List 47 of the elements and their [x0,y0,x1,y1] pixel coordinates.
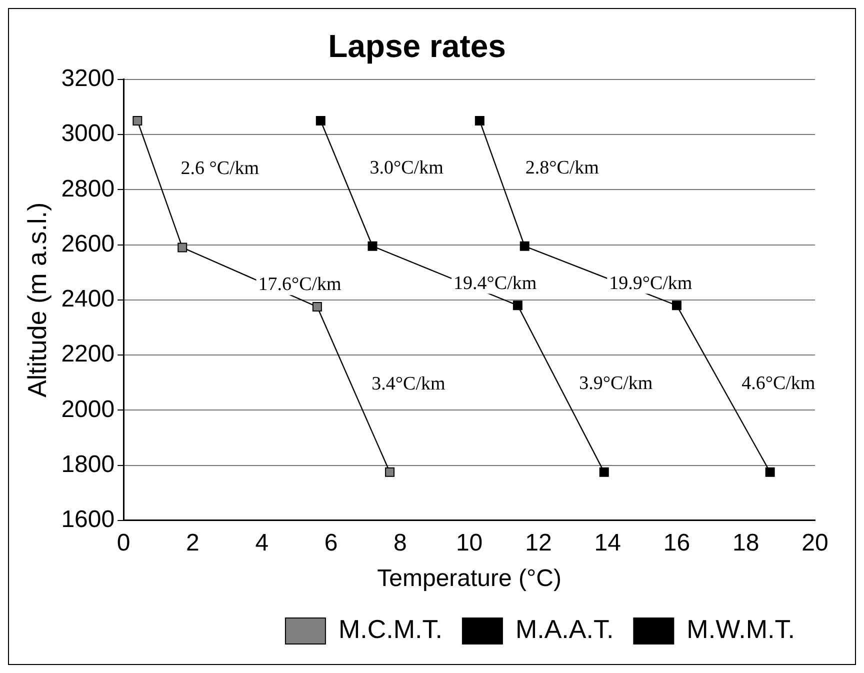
x-tick-label: 20 [802,529,828,556]
y-axis-title: Altitude (m a.s.l.) [22,202,52,398]
annotation: 3.0°C/km [370,157,444,178]
y-tick-label: 1600 [61,506,115,534]
x-tick-label: 18 [732,529,760,556]
point [312,302,322,312]
y-tick-label: 2400 [61,286,115,313]
point [316,116,326,126]
point [512,300,522,310]
legend-label: M.C.M.T. [338,614,442,644]
x-tick-label: 6 [324,529,338,556]
x-tick-label: 14 [594,529,621,556]
annotation: 4.6°C/km [742,372,816,394]
y-tick-label: 3200 [61,65,115,92]
legend-label: M.W.M.T. [686,614,796,644]
point [474,116,484,126]
y-tick-label: 3000 [61,120,115,148]
point [385,467,395,477]
x-tick-label: 4 [255,529,269,556]
point [599,467,609,477]
y-tick-label: 2600 [61,230,115,258]
annotation: 3.9°C/km [579,372,653,394]
x-axis-title: Temperature (°C) [377,565,562,592]
x-tick-label: 0 [116,529,130,556]
annotation: 17.6°C/km [258,274,342,296]
point [672,300,682,310]
y-tick-label: 1800 [61,450,115,478]
point [368,241,378,251]
x-tick-label: 10 [456,529,483,556]
x-tick-label: 8 [393,529,407,556]
chart-title: Lapse rates [328,28,506,64]
y-tick-label: 2000 [61,396,115,423]
annotation: 2.8°C/km [525,157,600,178]
point [132,116,142,126]
x-tick-label: 16 [663,529,690,556]
annotation: 2.6 °C/km [180,158,260,180]
y-tick-label: 2200 [61,340,115,368]
annotation: 19.4°C/km [454,272,537,294]
y-tick-label: 2800 [61,175,115,202]
point [765,467,775,477]
x-tick-label: 12 [525,529,552,556]
x-tick-label: 2 [186,529,200,556]
annotation: 3.4°C/km [372,373,446,394]
annotation: 19.9°C/km [609,272,692,294]
legend-label: M.A.A.T. [515,614,614,644]
point [520,241,530,251]
point [178,242,188,252]
